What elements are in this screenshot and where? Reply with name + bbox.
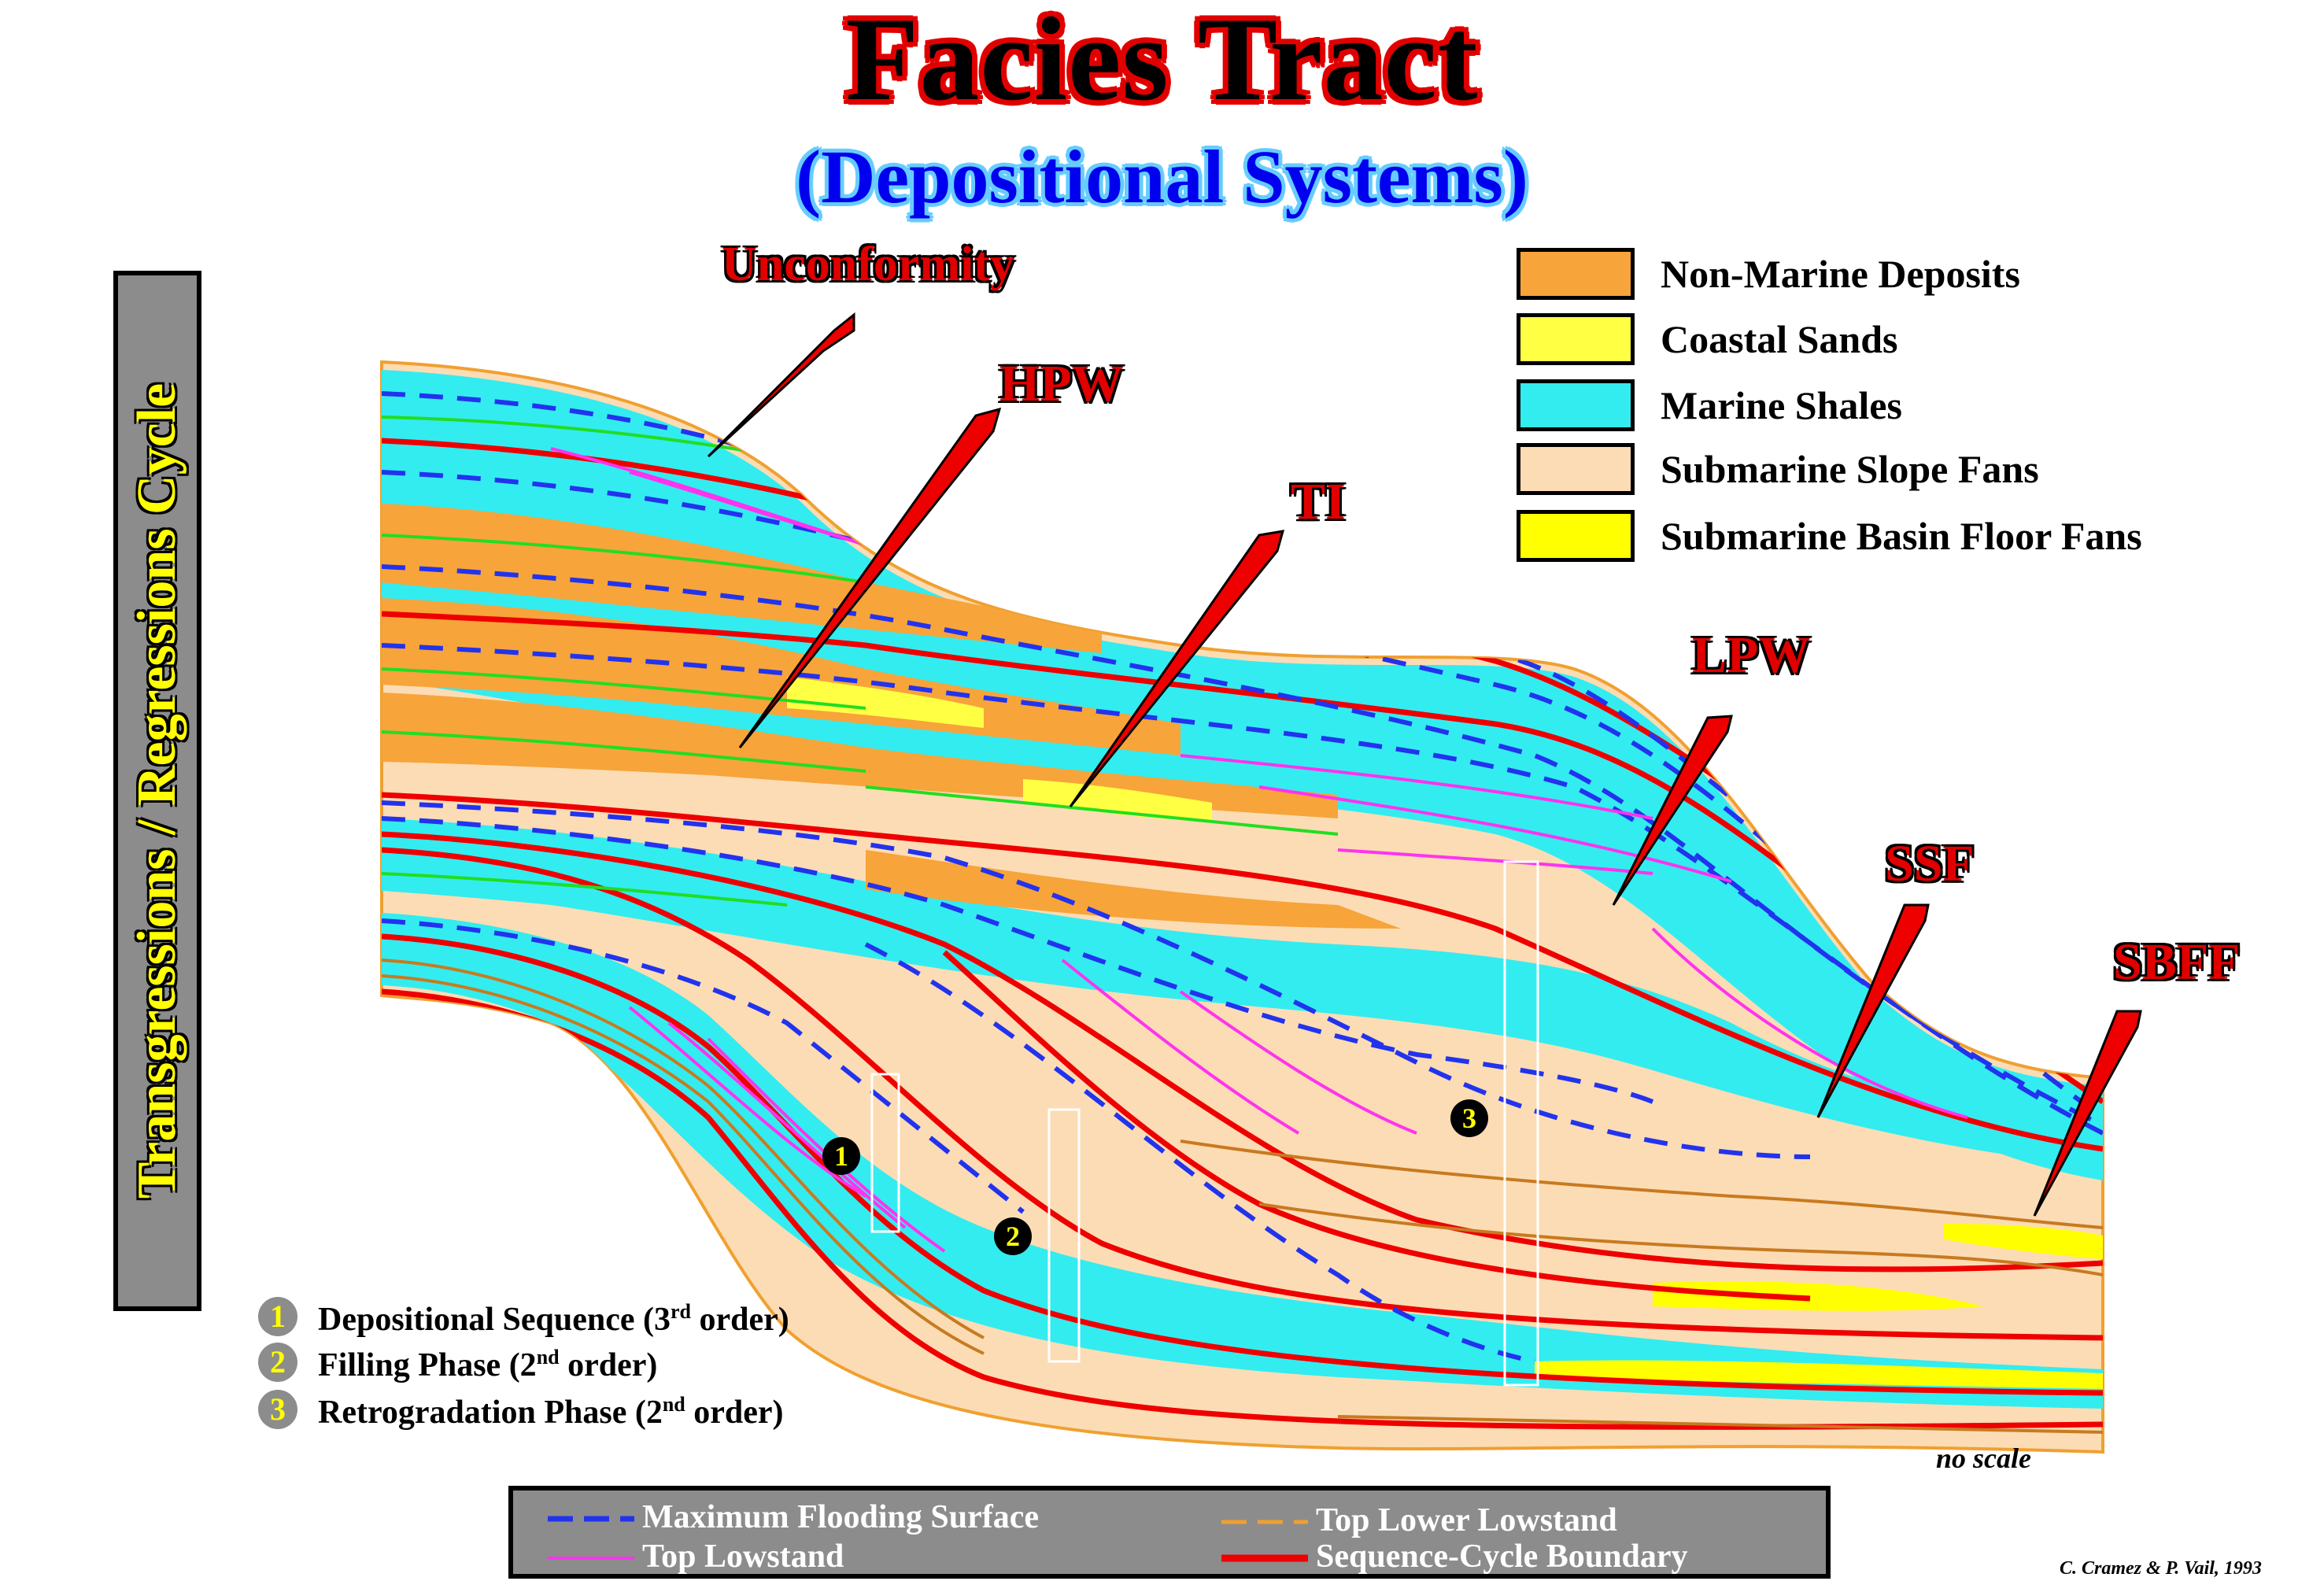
line-legend: Maximum Flooding Surface Top Lower Lowst… xyxy=(508,1486,1831,1579)
line-legend-label: Maximum Flooding Surface xyxy=(642,1499,1039,1535)
callout-lpw: LPW xyxy=(1692,626,1811,684)
line-sample-blue-dashed xyxy=(548,1516,634,1522)
marker-3: 3 xyxy=(1450,1099,1488,1137)
legend-swatch xyxy=(1517,248,1635,300)
marine-shale-band-middle xyxy=(382,818,2103,1165)
callout-sbff: SBFF xyxy=(2113,933,2241,991)
page-subtitle: (Depositional Systems) xyxy=(796,135,1528,219)
phase-label: Depositional Sequence (3rd order) xyxy=(318,1300,789,1338)
non-marine-wedge-4 xyxy=(866,850,1401,929)
phase-number: 2 xyxy=(258,1343,297,1382)
marine-shale-band-lower xyxy=(382,913,2103,1409)
legend-label: Submarine Basin Floor Fans xyxy=(1661,514,2142,558)
legend-swatch xyxy=(1517,443,1635,495)
line-legend-label: Top Lowstand xyxy=(642,1539,844,1575)
line-sample-magenta xyxy=(548,1557,634,1560)
line-legend-sequence-boundary: Sequence-Cycle Boundary xyxy=(1221,1536,1772,1575)
phase-number: 3 xyxy=(258,1390,297,1429)
line-sample-red xyxy=(1221,1554,1308,1562)
legend-swatch xyxy=(1517,510,1635,562)
no-scale-note: no scale xyxy=(1936,1442,2031,1474)
basin-floor-fan-3 xyxy=(1535,1360,2103,1389)
callout-arrows xyxy=(707,312,2142,1217)
legend-label: Marine Shales xyxy=(1661,383,1902,427)
window-2 xyxy=(1047,1108,1081,1363)
basin-floor-fan-1 xyxy=(1653,1281,1983,1311)
callout-ssf: SSF xyxy=(1885,835,1975,892)
phase-number: 1 xyxy=(258,1297,297,1336)
legend-label: Submarine Slope Fans xyxy=(1661,447,2039,491)
legend-swatch xyxy=(1517,379,1635,431)
top-lower-lowstand-lines xyxy=(382,959,2103,1434)
page-title: Facies Tract xyxy=(845,0,1479,125)
basin-floor-fan-2 xyxy=(1944,1224,2103,1259)
line-legend-label: Sequence-Cycle Boundary xyxy=(1316,1539,1688,1575)
marker-1: 1 xyxy=(822,1137,860,1175)
line-legend-max-flooding: Maximum Flooding Surface xyxy=(548,1497,1099,1536)
line-legend-top-lower-lowstand: Top Lower Lowstand xyxy=(1221,1500,1772,1539)
callout-ti: TI xyxy=(1291,473,1346,530)
phase-label: Filling Phase (2nd order) xyxy=(318,1346,658,1383)
line-sample-orange-dashed xyxy=(1221,1520,1308,1524)
non-marine-wedge-1 xyxy=(382,504,1102,653)
legend-swatch xyxy=(1517,313,1635,365)
window-1 xyxy=(870,1073,900,1233)
line-legend-top-lowstand: Top Lowstand xyxy=(548,1536,1099,1575)
credit-text: C. Cramez & P. Vail, 1993 xyxy=(2060,1558,2262,1579)
phase-label: Retrogradation Phase (2nd order) xyxy=(318,1393,784,1431)
legend-label: Non-Marine Deposits xyxy=(1661,252,2020,296)
legend-label: Coastal Sands xyxy=(1661,317,1898,361)
callout-hpw: HPW xyxy=(999,355,1124,412)
cycle-sidebar: Transgressions / Regressions Cycle xyxy=(113,271,201,1311)
window-3 xyxy=(1503,860,1539,1387)
marker-2: 2 xyxy=(994,1217,1032,1255)
coastal-sand-1 xyxy=(787,677,984,728)
coastal-sand-2 xyxy=(1023,779,1212,822)
callout-unconformity: Unconformity xyxy=(722,238,1014,291)
line-legend-label: Top Lower Lowstand xyxy=(1316,1502,1617,1539)
